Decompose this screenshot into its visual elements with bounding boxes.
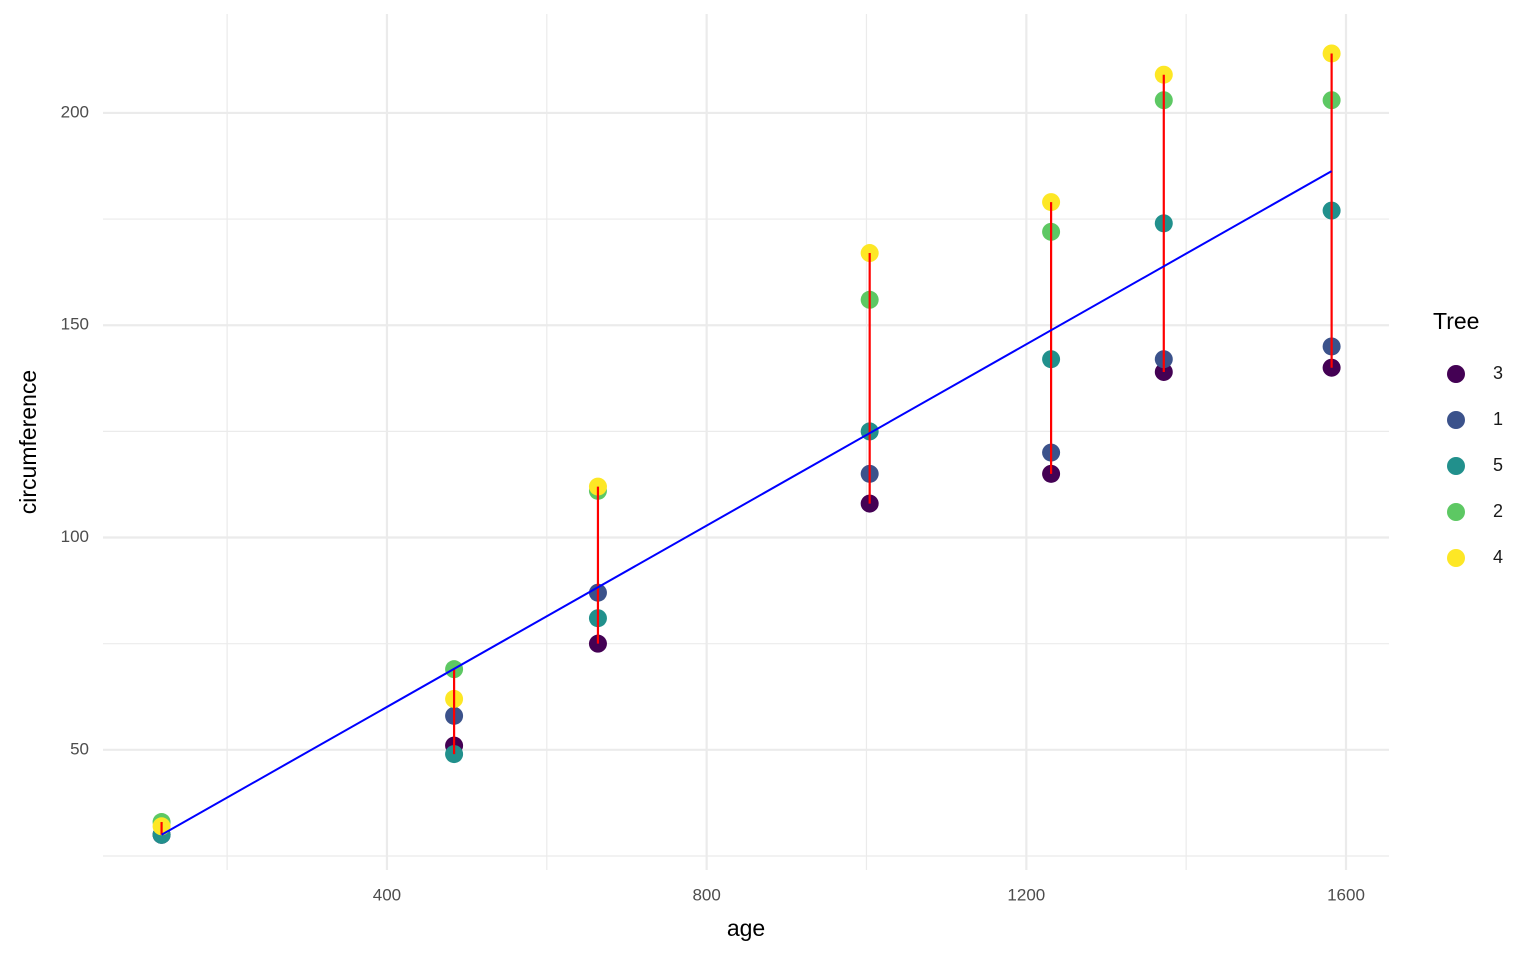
fit-line	[161, 170, 1333, 836]
legend-label: 3	[1493, 363, 1503, 383]
y-axis-title: circumference	[15, 370, 41, 514]
x-axis-title: age	[727, 915, 765, 941]
legend-marker	[1447, 457, 1465, 475]
legend-marker	[1447, 365, 1465, 383]
point	[860, 244, 879, 263]
x-tick-label: 400	[373, 885, 401, 904]
legend-marker	[1447, 503, 1465, 521]
legend-label: 1	[1493, 409, 1503, 429]
x-tick-label: 800	[692, 885, 720, 904]
legend-marker	[1447, 549, 1465, 567]
x-tick-label: 1200	[1007, 885, 1045, 904]
y-tick-label: 200	[61, 102, 89, 121]
legend-label: 5	[1493, 455, 1503, 475]
legend-title: Tree	[1433, 308, 1479, 334]
y-tick-label: 100	[61, 527, 89, 546]
point	[860, 494, 879, 513]
legend-label: 4	[1493, 547, 1503, 567]
y-tick-label: 50	[70, 739, 89, 758]
y-tick-label: 150	[61, 315, 89, 334]
x-tick-label: 1600	[1327, 885, 1365, 904]
legend-marker	[1447, 411, 1465, 429]
legend-label: 2	[1493, 501, 1503, 521]
